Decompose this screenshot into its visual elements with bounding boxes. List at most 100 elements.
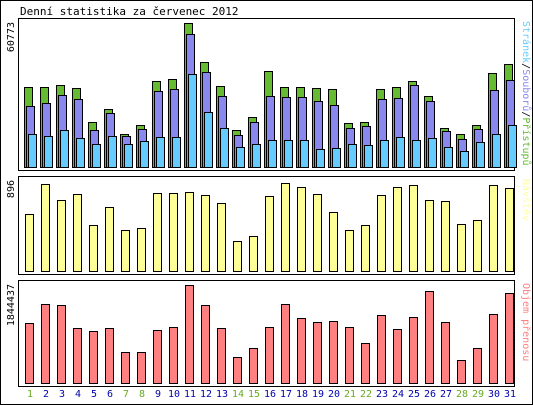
bar-n-v-t-v-day-17 (281, 183, 290, 272)
bar-n-v-t-v-day-11 (185, 192, 194, 272)
x-tick-label-day-1: 1 (27, 389, 33, 400)
bar-objem-p-enosu-day-2 (41, 304, 50, 384)
bar-objem-p-enosu-day-27 (441, 322, 450, 384)
bar-str-nek-day-4 (76, 138, 85, 168)
x-tick-label-day-31: 31 (504, 389, 516, 400)
bar-str-nek-day-18 (300, 140, 309, 168)
bar-str-nek-day-7 (124, 144, 133, 168)
bar-str-nek-day-25 (412, 140, 421, 168)
x-tick-label-day-4: 4 (75, 389, 81, 400)
y-max-label: 896 (6, 180, 17, 198)
bar-str-nek-day-23 (380, 140, 389, 168)
x-tick-label-day-27: 27 (440, 389, 452, 400)
x-axis-labels: 1 2 3 4 5 6 7 8 9 10 11 12 13 14 15 16 17 18 19 20 21 22 23 24 2… (27, 389, 516, 400)
bar-n-v-t-v-day-30 (489, 185, 498, 272)
bar-n-v-t-v-day-10 (169, 193, 178, 272)
bar-str-nek-day-29 (476, 142, 485, 168)
bar-str-nek-day-5 (92, 144, 101, 168)
x-tick-label-day-11: 11 (184, 389, 196, 400)
bar-objem-p-enosu-day-11 (185, 285, 194, 384)
panel-objem: 1844437 Objem přenosu (6, 280, 532, 387)
panel-navstevy: 896 Návštěv (6, 176, 532, 275)
y-max-label: 1844437 (6, 284, 17, 326)
bar-n-v-t-v-day-26 (425, 200, 434, 272)
bar-str-nek-day-6 (108, 136, 117, 168)
bar-objem-p-enosu-day-10 (169, 327, 178, 384)
legend-entry: Souborů (520, 69, 532, 111)
x-tick-label-day-3: 3 (59, 389, 65, 400)
bar-n-v-t-v-day-6 (105, 207, 114, 272)
bar-objem-p-enosu-day-26 (425, 291, 434, 384)
bar-objem-p-enosu-day-29 (473, 348, 482, 384)
x-tick-label-day-25: 25 (408, 389, 420, 400)
x-tick-label-day-12: 12 (200, 389, 212, 400)
bar-n-v-t-v-day-24 (393, 187, 402, 272)
bar-str-nek-day-24 (396, 137, 405, 168)
bar-str-nek-day-12 (204, 112, 213, 168)
legend-separator: / (520, 111, 531, 117)
bar-n-v-t-v-day-22 (361, 225, 370, 272)
bar-objem-p-enosu-day-1 (25, 323, 34, 384)
chart-title: Denní statistika za červenec 2012 (20, 5, 239, 18)
x-tick-label-day-30: 30 (488, 389, 500, 400)
x-tick-label-day-21: 21 (344, 389, 356, 400)
bar-n-v-t-v-day-8 (137, 228, 146, 272)
bar-n-v-t-v-day-15 (249, 236, 258, 272)
bar-objem-p-enosu-day-30 (489, 314, 498, 384)
bar-n-v-t-v-day-18 (297, 187, 306, 272)
bar-objem-p-enosu-day-14 (233, 357, 242, 384)
bar-n-v-t-v-day-25 (409, 185, 418, 272)
bar-objem-p-enosu-day-16 (265, 327, 274, 384)
bar-n-v-t-v-day-3 (57, 200, 66, 272)
x-tick-label-day-10: 10 (168, 389, 180, 400)
x-tick-label-day-29: 29 (472, 389, 484, 400)
bar-n-v-t-v-day-21 (345, 230, 354, 272)
bar-n-v-t-v-day-14 (233, 241, 242, 272)
x-tick-label-day-14: 14 (232, 389, 244, 400)
y-max-label: 60773 (6, 22, 17, 52)
bar-objem-p-enosu-day-8 (137, 352, 146, 384)
bar-objem-p-enosu-day-24 (393, 329, 402, 384)
legend-separator: / (520, 63, 531, 69)
bar-objem-p-enosu-day-22 (361, 343, 370, 384)
bar-n-v-t-v-day-20 (329, 212, 338, 272)
x-tick-label-day-13: 13 (216, 389, 228, 400)
x-tick-label-day-18: 18 (296, 389, 308, 400)
legend-entry: Objem přenosu (520, 283, 532, 361)
bar-n-v-t-v-day-5 (89, 225, 98, 272)
bar-n-v-t-v-day-4 (73, 194, 82, 272)
bar-objem-p-enosu-day-6 (105, 328, 114, 384)
bar-str-nek-day-26 (428, 138, 437, 168)
bar-n-v-t-v-day-9 (153, 193, 162, 272)
bar-objem-p-enosu-day-28 (457, 360, 466, 384)
bar-str-nek-day-8 (140, 141, 149, 168)
x-tick-label-day-19: 19 (312, 389, 324, 400)
bar-objem-p-enosu-day-21 (345, 327, 354, 384)
bar-str-nek-day-19 (316, 149, 325, 168)
bar-n-v-t-v-day-2 (41, 184, 50, 272)
bar-n-v-t-v-day-7 (121, 230, 130, 272)
panel-pristupy-soubory-stranky: 60773 Stránek/Souborů/Přístupů (6, 18, 532, 171)
bar-n-v-t-v-day-31 (505, 188, 514, 272)
chart-panels: 60773 Stránek/Souborů/Přístupů 896 Návštěv 1… (6, 18, 532, 387)
bar-objem-p-enosu-day-15 (249, 348, 258, 384)
x-tick-label-day-24: 24 (392, 389, 404, 400)
legend-entry: Návštěv (520, 179, 532, 221)
x-tick-label-day-22: 22 (360, 389, 372, 400)
legend-entry: Přístupů (520, 117, 532, 165)
bar-objem-p-enosu-day-5 (89, 331, 98, 384)
x-tick-label-day-6: 6 (107, 389, 113, 400)
bar-objem-p-enosu-day-31 (505, 293, 514, 384)
bar-objem-p-enosu-day-13 (217, 328, 226, 384)
x-tick-label-day-20: 20 (328, 389, 340, 400)
bar-str-nek-day-14 (236, 147, 245, 168)
panel-legend: Objem přenosu (520, 283, 532, 361)
bar-objem-p-enosu-day-4 (73, 328, 82, 384)
bar-objem-p-enosu-day-19 (313, 322, 322, 384)
bar-objem-p-enosu-day-9 (153, 330, 162, 384)
bar-n-v-t-v-day-13 (217, 203, 226, 272)
x-tick-label-day-28: 28 (456, 389, 468, 400)
bar-str-nek-day-30 (492, 134, 501, 168)
bar-n-v-t-v-day-29 (473, 220, 482, 272)
